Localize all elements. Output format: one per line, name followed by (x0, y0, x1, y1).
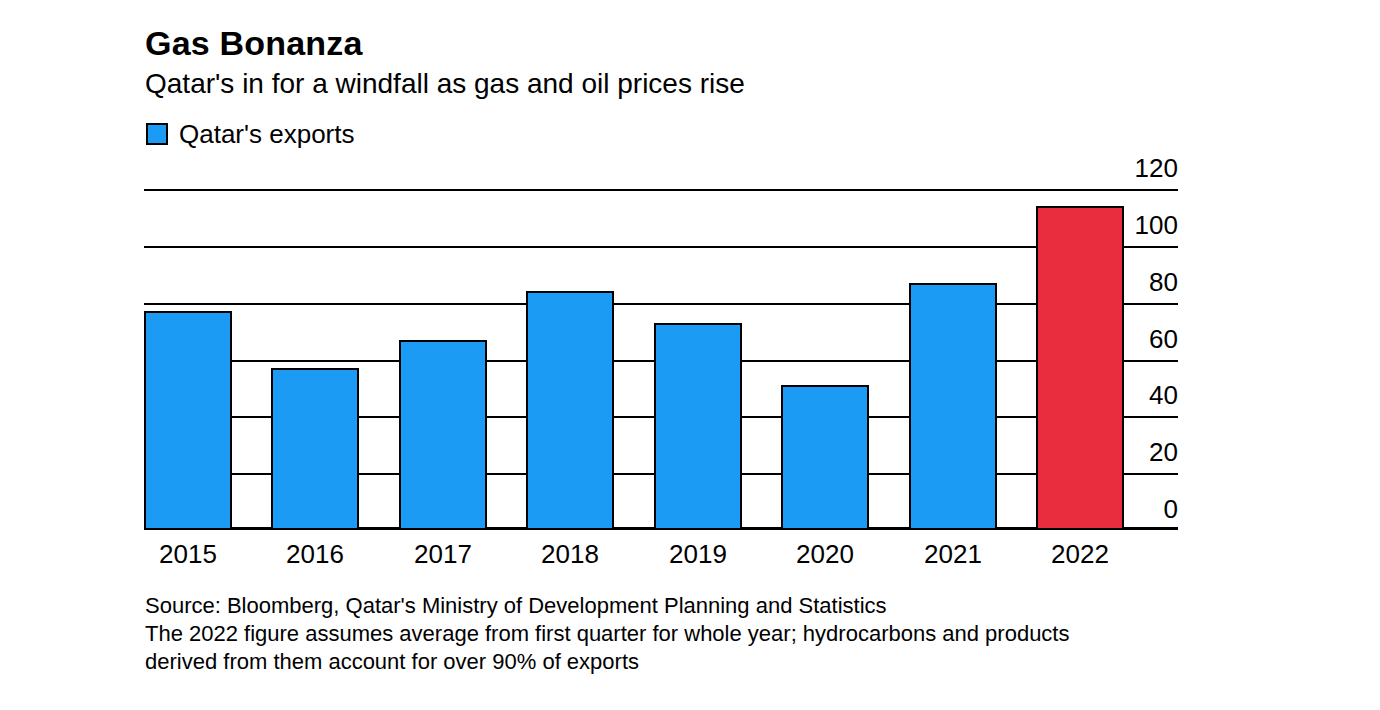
gridline-120 (144, 189, 1178, 191)
bar-2015 (144, 311, 232, 530)
x-tick-label-2021: 2021 (903, 541, 1003, 567)
note-line-2: derived from them account for over 90% o… (145, 648, 1069, 676)
chart-title: Gas Bonanza (145, 24, 363, 63)
chart-page: Gas Bonanza Qatar's in for a windfall as… (0, 0, 1380, 710)
bar-2019 (654, 323, 742, 530)
x-tick-label-2022: 2022 (1030, 541, 1130, 567)
source-line: Source: Bloomberg, Qatar's Ministry of D… (145, 592, 1069, 620)
y-tick-label-60: 60 (1149, 326, 1178, 352)
legend: Qatar's exports (146, 122, 354, 146)
bar-2018 (526, 291, 614, 530)
y-tick-label-120: 120 (1135, 155, 1178, 181)
y-tick-label-0: 0 (1164, 496, 1178, 522)
bar-2017 (399, 340, 487, 530)
bar-2022 (1036, 206, 1124, 530)
y-tick-label-20: 20 (1149, 439, 1178, 465)
gridline-100 (144, 246, 1178, 248)
x-tick-label-2018: 2018 (520, 541, 620, 567)
x-tick-label-2020: 2020 (775, 541, 875, 567)
y-tick-label-100: 100 (1135, 212, 1178, 238)
x-tick-label-2017: 2017 (393, 541, 493, 567)
legend-swatch-icon (146, 123, 168, 145)
footer: Source: Bloomberg, Qatar's Ministry of D… (145, 592, 1069, 676)
note-line-1: The 2022 figure assumes average from fir… (145, 620, 1069, 648)
bar-2021 (909, 283, 997, 530)
bar-2020 (781, 385, 869, 530)
x-tick-label-2016: 2016 (265, 541, 365, 567)
chart-subtitle: Qatar's in for a windfall as gas and oil… (145, 68, 745, 100)
x-tick-label-2015: 2015 (138, 541, 238, 567)
y-tick-label-80: 80 (1149, 269, 1178, 295)
gridline-80 (144, 303, 1178, 305)
x-tick-label-2019: 2019 (648, 541, 748, 567)
plot-area: 1201008060402002015201620172018201920202… (144, 189, 1178, 530)
bar-2016 (271, 368, 359, 530)
y-tick-label-40: 40 (1149, 382, 1178, 408)
legend-label: Qatar's exports (179, 122, 354, 146)
